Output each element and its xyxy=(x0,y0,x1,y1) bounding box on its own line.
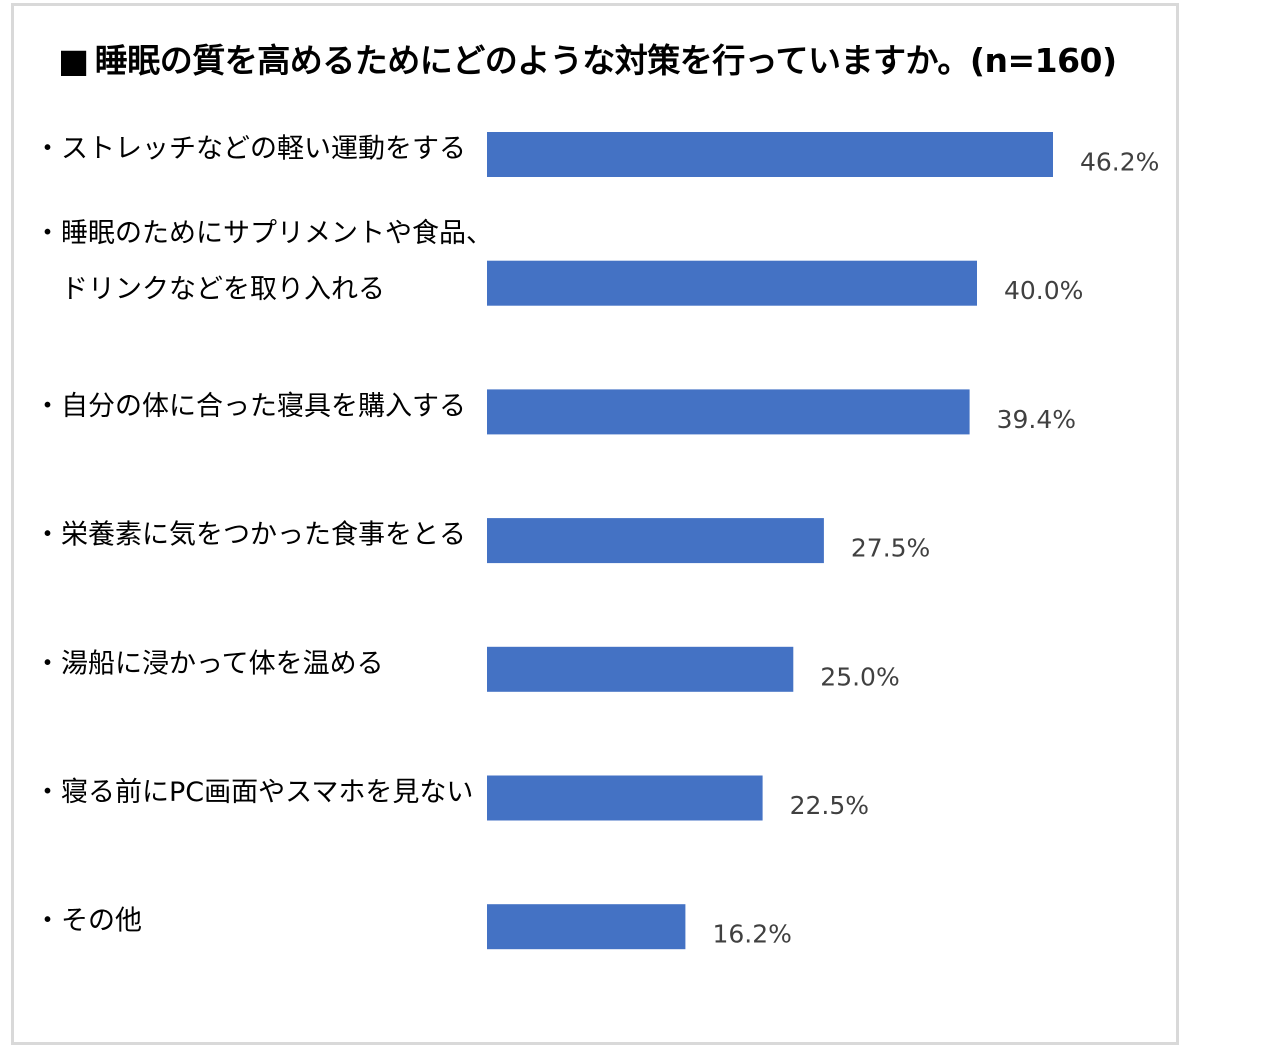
category-label-1: ・ストレッチなどの軽い運動をする xyxy=(34,134,466,165)
chart-title: ■ 睡眠の質を高めるためにどのような対策を行っていますか。(n=160) xyxy=(58,34,1117,82)
value-label-3: 39.4% xyxy=(997,405,1076,434)
bar-5 xyxy=(487,646,794,692)
bar-4 xyxy=(487,518,824,564)
value-label-1: 46.2% xyxy=(1080,148,1159,177)
bar-1 xyxy=(487,132,1053,177)
title-marker: ■ xyxy=(58,41,89,80)
category-label-6: ・寝る前にPC画面やスマホを見ない xyxy=(34,777,473,808)
bar-7 xyxy=(487,904,686,950)
category-label-2-line-2: ドリンクなどを取り入れる xyxy=(34,274,385,305)
category-label-7: ・その他 xyxy=(34,906,142,937)
bar-2 xyxy=(487,260,977,306)
value-label-2: 40.0% xyxy=(1004,276,1083,305)
value-label-5: 25.0% xyxy=(820,662,899,691)
value-label-7: 16.2% xyxy=(713,920,792,949)
category-label-2-line-1: ・睡眠のためにサプリメントや食品、 xyxy=(34,218,493,249)
category-label-3: ・自分の体に合った寝具を購入する xyxy=(34,391,466,422)
title-text: 睡眠の質を高めるためにどのような対策を行っていますか。(n=160) xyxy=(94,41,1117,80)
bar-3 xyxy=(487,389,970,435)
value-label-6: 22.5% xyxy=(790,791,869,820)
bar-6 xyxy=(487,775,763,821)
category-label-5: ・湯船に浸かって体を温める xyxy=(34,648,384,679)
value-label-4: 27.5% xyxy=(851,534,930,563)
category-label-4: ・栄養素に気をつかった食事をとる xyxy=(34,520,466,551)
